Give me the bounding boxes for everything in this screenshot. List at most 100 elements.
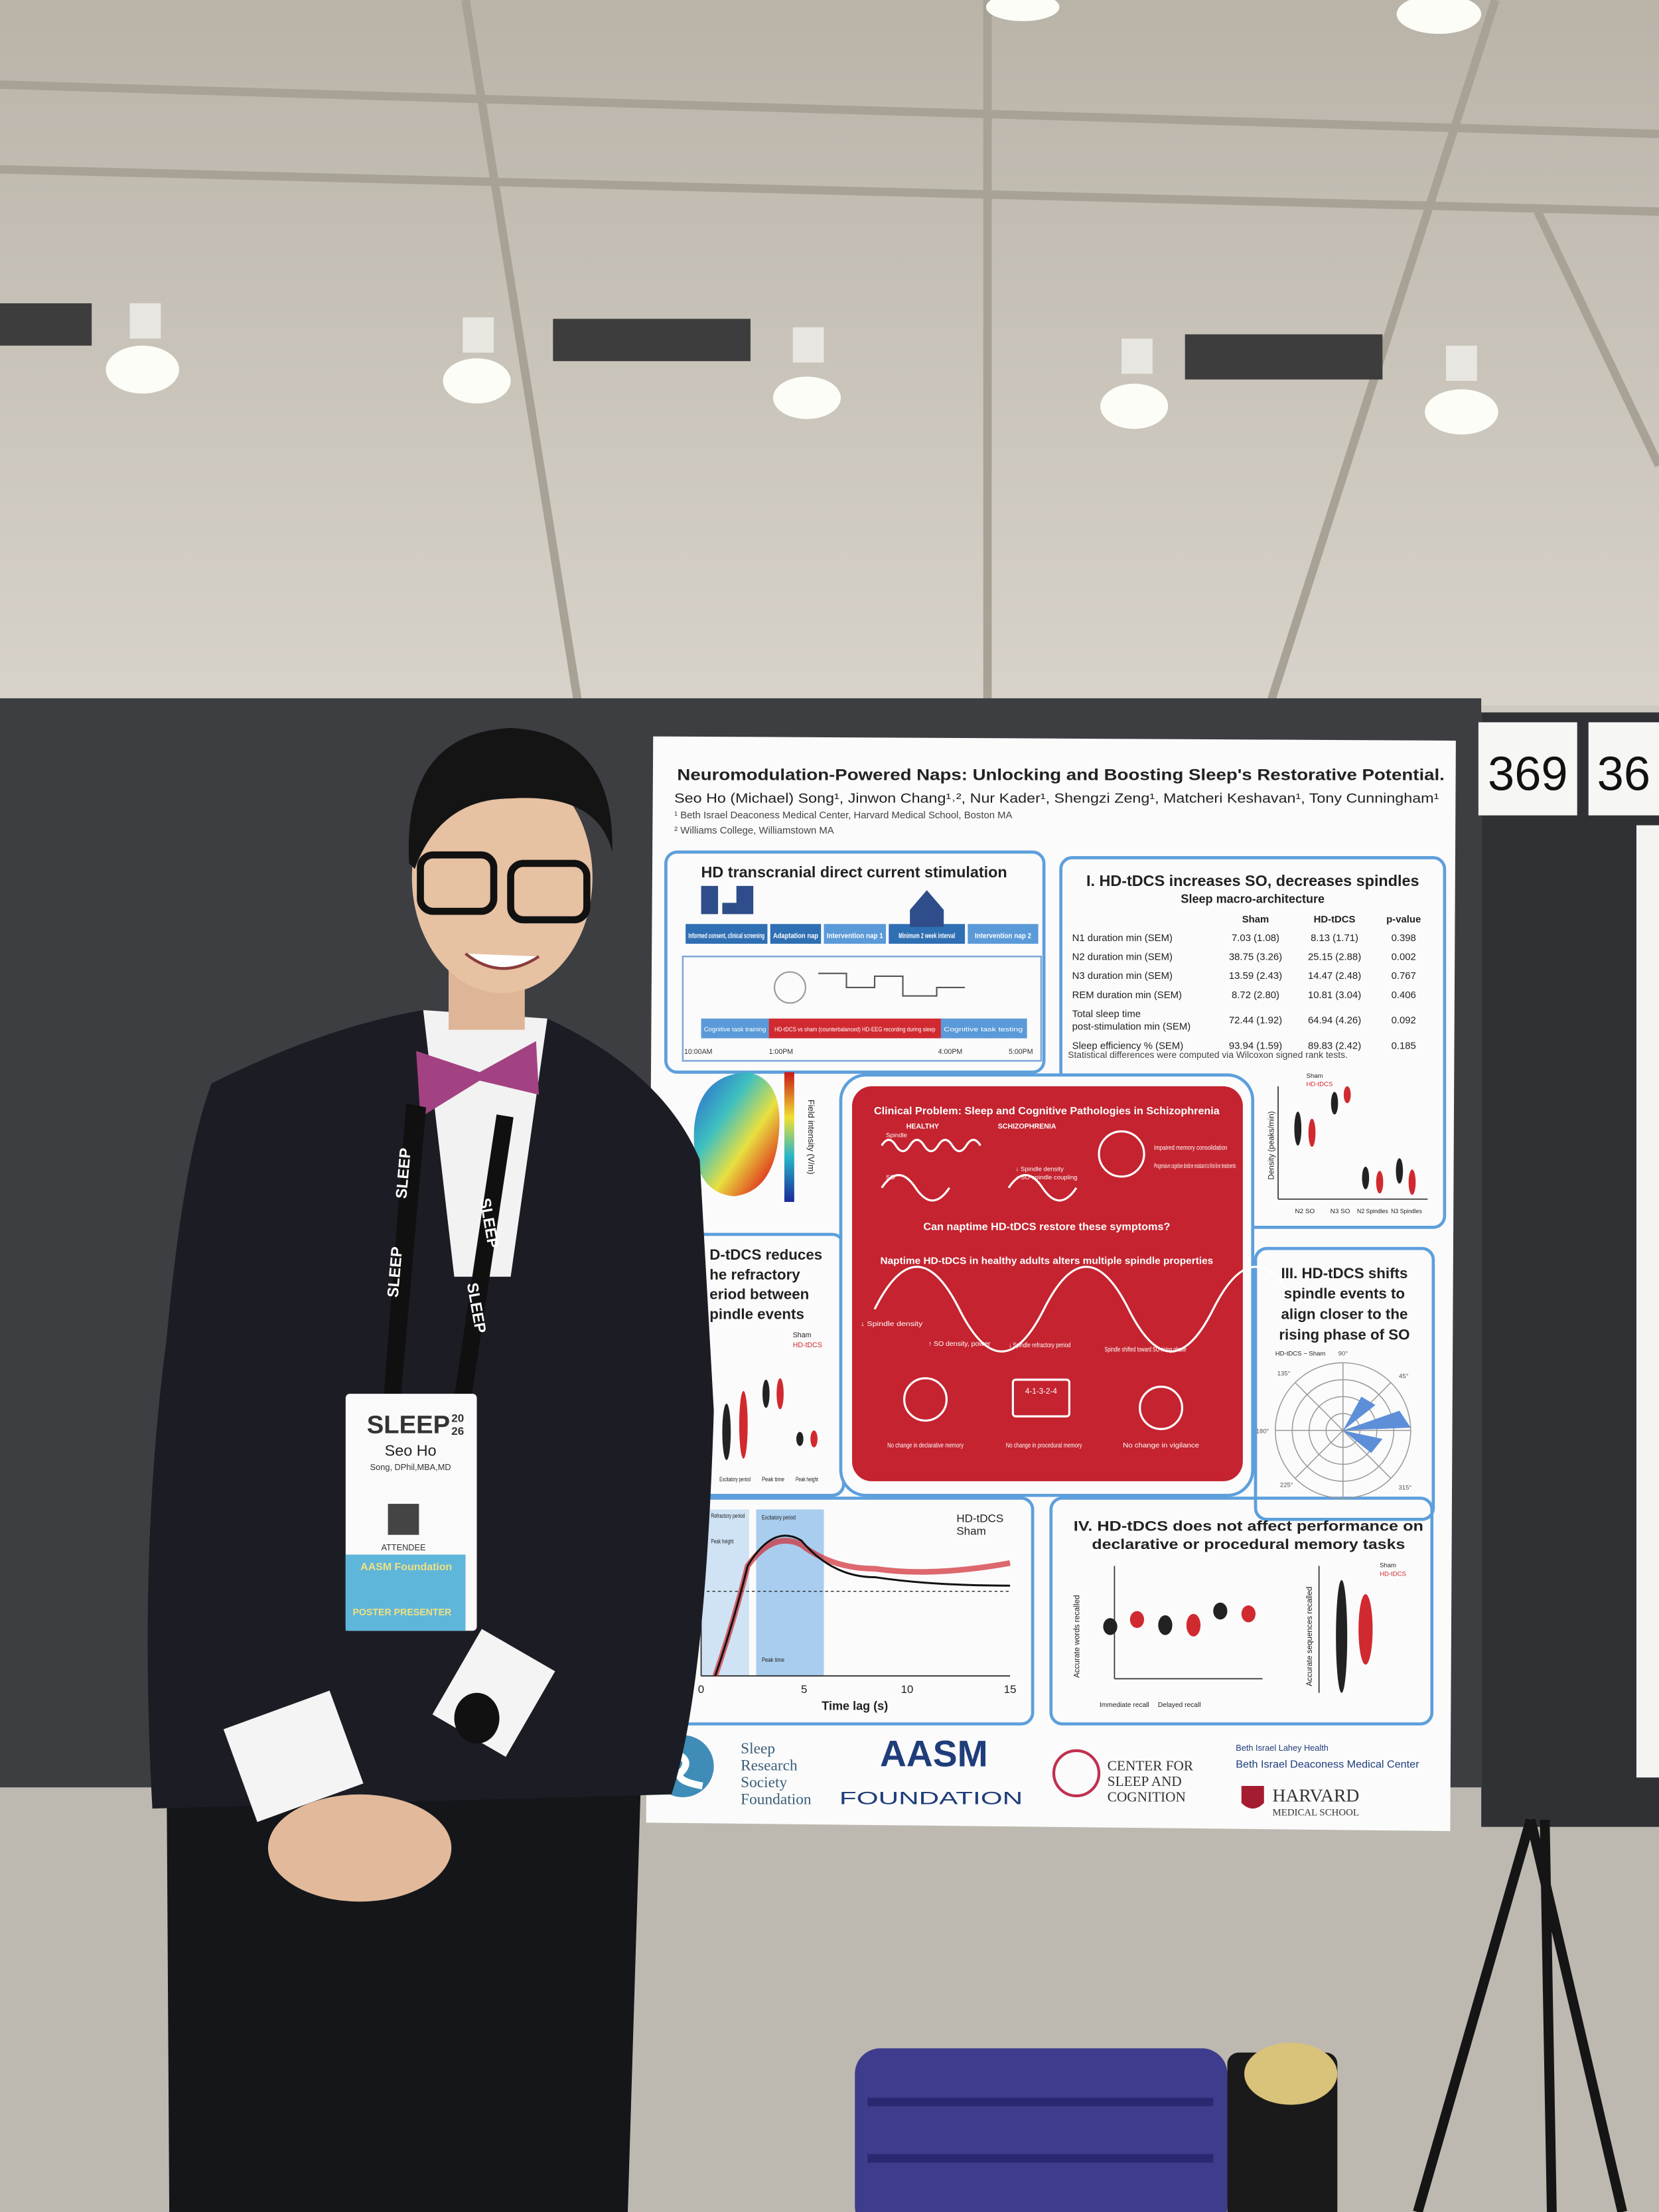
clinical-box bbox=[852, 1086, 1243, 1481]
memory-violins bbox=[1103, 1566, 1373, 1693]
row-label: REM duration min (SEM) bbox=[1072, 990, 1182, 1001]
x-tick-label: 15 bbox=[1004, 1683, 1017, 1696]
angle-label: 315° bbox=[1398, 1485, 1411, 1492]
time-label: 10:00AM bbox=[684, 1048, 712, 1056]
timeline-step: Adaptation nap bbox=[773, 932, 818, 940]
timeline-step: Informed consent, clinical screening bbox=[688, 932, 764, 940]
legend-entry: HD-tDCS − Sham bbox=[1275, 1351, 1326, 1358]
group-label: Peak time bbox=[762, 1476, 784, 1483]
angle-label: 90° bbox=[1338, 1351, 1348, 1358]
time-label: 5:00PM bbox=[1009, 1048, 1033, 1056]
badge-year: 20 bbox=[451, 1412, 464, 1425]
table-cell: 64.94 (4.26) bbox=[1308, 1015, 1361, 1026]
tag: HEALTHY bbox=[906, 1123, 939, 1131]
row-label: post-stimulation min (SEM) bbox=[1072, 1022, 1191, 1033]
row-label: N1 duration min (SEM) bbox=[1072, 933, 1173, 944]
next-board bbox=[1481, 712, 1659, 1827]
session-step: HD-tDCS vs sham (counterbalanced) HD-EEG… bbox=[774, 1026, 935, 1033]
badge-name: Seo Ho bbox=[385, 1442, 437, 1459]
brain-field-map bbox=[693, 1072, 780, 1197]
table-cell: 89.83 (2.42) bbox=[1308, 1041, 1361, 1051]
ceiling-beams bbox=[0, 0, 1659, 707]
table-caption: Sleep macro-architecture bbox=[1181, 892, 1325, 905]
table-cell: 0.092 bbox=[1392, 1015, 1416, 1026]
person bbox=[147, 727, 714, 2212]
badge-ribbon: POSTER PRESENTER bbox=[352, 1607, 451, 1618]
deficit: ↓ SO-spindle coupling bbox=[1016, 1174, 1078, 1181]
harvard-logo: MEDICAL SCHOOL bbox=[1273, 1808, 1359, 1818]
poster-title: Neuromodulation-Powered Naps: Unlocking … bbox=[677, 766, 1444, 784]
section-heading: HD transcranial direct current stimulati… bbox=[701, 863, 1007, 881]
luggage bbox=[855, 2042, 1338, 2212]
timeline-boxes bbox=[682, 885, 1043, 1062]
table-cell: 8.72 (2.80) bbox=[1232, 990, 1279, 1001]
table-cell: 38.75 (3.26) bbox=[1229, 952, 1282, 962]
no-change: No change in declarative memory bbox=[887, 1442, 964, 1449]
table-header: HD-tDCS bbox=[1314, 915, 1356, 925]
section-heading: spindle events to bbox=[1284, 1286, 1405, 1302]
colorbar-label: Field intensity (V/m) bbox=[806, 1100, 816, 1175]
legend-entry: HD-tDCS bbox=[1380, 1570, 1406, 1578]
row-label: Sleep efficiency % (SEM) bbox=[1072, 1041, 1184, 1051]
srs-logo: Foundation bbox=[741, 1791, 812, 1808]
x-tick-label: 0 bbox=[698, 1683, 704, 1696]
colorbar bbox=[784, 1072, 794, 1203]
aasm-logo: FOUNDATION bbox=[839, 1789, 1023, 1808]
srs-logo: Society bbox=[741, 1774, 787, 1791]
easel bbox=[1413, 1818, 1627, 2212]
row-label: Total sleep time bbox=[1072, 1009, 1141, 1020]
table-cell: 7.03 (1.08) bbox=[1232, 933, 1279, 944]
table-cell: 25.15 (2.88) bbox=[1308, 952, 1361, 962]
badge-ribbon: AASM Foundation bbox=[360, 1562, 452, 1573]
table-cell: 0.185 bbox=[1392, 1041, 1416, 1051]
ceiling-lights bbox=[106, 0, 1498, 435]
angle-label: 45° bbox=[1399, 1373, 1409, 1380]
srs-logo: Research bbox=[741, 1757, 798, 1775]
booth-number: 36 bbox=[1597, 747, 1650, 800]
deficit: ↓ Spindle density bbox=[1016, 1165, 1064, 1173]
group-label: N2 Spindles bbox=[1357, 1208, 1388, 1215]
no-change: No change in procedural memory bbox=[1006, 1442, 1082, 1449]
axis-label: Time lag (s) bbox=[822, 1699, 888, 1712]
csc-logo: COGNITION bbox=[1108, 1789, 1186, 1805]
x-tick-label: 10 bbox=[901, 1683, 913, 1696]
effect: ↓ Spindle refractory period bbox=[1009, 1342, 1071, 1349]
row-label: N2 duration min (SEM) bbox=[1072, 952, 1173, 962]
next-poster-edge bbox=[1636, 825, 1659, 1778]
x-tick-label: 5 bbox=[801, 1683, 807, 1696]
srs-logo: Sleep bbox=[741, 1740, 775, 1757]
section-heading: eriod between bbox=[709, 1286, 809, 1303]
section-heading: declarative or procedural memory tasks bbox=[1092, 1536, 1405, 1552]
task-code: 4-1-3-2-4 bbox=[1025, 1387, 1058, 1396]
table-cell: 8.13 (1.71) bbox=[1311, 933, 1358, 944]
clinical-question: Can naptime HD-tDCS restore these sympto… bbox=[923, 1222, 1170, 1233]
table-cell: 72.44 (1.92) bbox=[1229, 1015, 1282, 1026]
section-heading: pindle events bbox=[709, 1305, 804, 1322]
time-label: 4:00PM bbox=[938, 1048, 963, 1056]
wave-label: SO bbox=[886, 1174, 895, 1181]
bidmc-logo: Beth Israel Deaconess Medical Center bbox=[1236, 1759, 1419, 1770]
harvard-logo: HARVARD bbox=[1273, 1785, 1360, 1805]
row-label: N3 duration min (SEM) bbox=[1072, 971, 1173, 982]
legend-entry: HD-tDCS bbox=[1307, 1081, 1333, 1088]
no-change: No change in vigilance bbox=[1123, 1442, 1199, 1449]
table-cell: 93.94 (1.59) bbox=[1229, 1041, 1282, 1051]
clinical-finding: Naptime HD-tDCS in healthy adults alters… bbox=[881, 1256, 1214, 1267]
aasm-logo: AASM bbox=[880, 1733, 988, 1774]
tag: SCHIZOPHRENIA bbox=[998, 1123, 1056, 1131]
badge-year: 26 bbox=[451, 1425, 464, 1438]
table-cell: 13.59 (2.43) bbox=[1229, 971, 1282, 982]
section-heading: he refractory bbox=[709, 1266, 800, 1283]
section-heading: III. HD-tDCS shifts bbox=[1281, 1265, 1407, 1282]
wave-label: Spindle bbox=[886, 1132, 907, 1139]
density-violins bbox=[1277, 1086, 1428, 1200]
table-cell: 0.406 bbox=[1392, 990, 1416, 1001]
group-label: Delayed recall bbox=[1158, 1702, 1201, 1709]
poster-authors: Seo Ho (Michael) Song¹, Jinwon Chang¹˒²,… bbox=[674, 791, 1439, 806]
group-label: Peak height bbox=[796, 1476, 818, 1483]
table-cell: 14.47 (2.48) bbox=[1308, 971, 1361, 982]
symptom: Progressive cognitive decline resistant … bbox=[1154, 1163, 1236, 1170]
group-label: Excitatory period bbox=[719, 1476, 751, 1483]
axis-label: Accurate sequences recalled bbox=[1305, 1587, 1314, 1686]
